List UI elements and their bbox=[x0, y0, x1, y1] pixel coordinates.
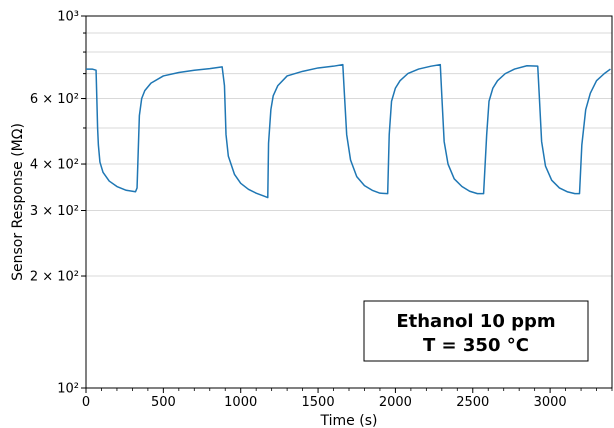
y-tick-label: 6 × 10² bbox=[30, 92, 79, 107]
y-tick-label: 10³ bbox=[57, 10, 79, 25]
x-axis-ticks: 0 500 1000 1500 2000 2500 3000 bbox=[82, 388, 613, 410]
x-tick-label: 500 bbox=[151, 395, 176, 410]
annotation-line-2: T = 350 °C bbox=[423, 335, 529, 356]
x-axis-title: Time (s) bbox=[320, 413, 378, 428]
series-line-0 bbox=[86, 63, 611, 199]
x-tick-label: 1000 bbox=[224, 395, 257, 410]
x-tick-label: 3000 bbox=[534, 395, 567, 410]
y-tick-label: 2 × 10² bbox=[30, 270, 79, 285]
annotation-frame bbox=[363, 300, 589, 362]
y-tick-label: 10² bbox=[57, 382, 79, 397]
y-tick-label: 3 × 10² bbox=[30, 204, 79, 219]
annotation-line-1: Ethanol 10 ppm bbox=[396, 311, 555, 332]
x-tick-label: 2500 bbox=[456, 395, 489, 410]
annotation-box: Ethanol 10 ppm T = 350 °C bbox=[363, 300, 589, 362]
series-layer bbox=[86, 63, 611, 199]
x-tick-label: 1500 bbox=[302, 395, 335, 410]
x-tick-label: 2000 bbox=[379, 395, 412, 410]
x-tick-label: 0 bbox=[82, 395, 90, 410]
y-axis-title: Sensor Response (MΩ) bbox=[10, 123, 26, 281]
y-tick-label: 4 × 10² bbox=[30, 158, 79, 173]
y-axis-ticks: 10³ 6 × 10² 4 × 10² 3 × 10² 2 × 10² 10² bbox=[30, 10, 86, 397]
